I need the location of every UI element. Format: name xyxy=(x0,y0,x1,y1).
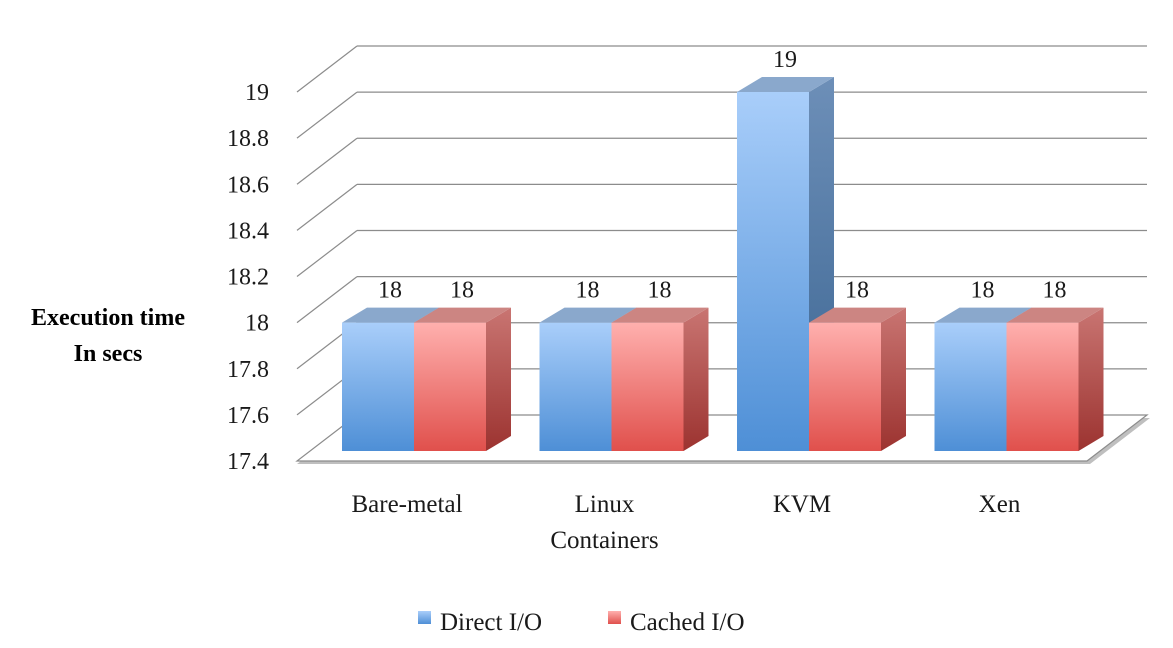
data-label: 18 xyxy=(450,278,474,304)
y-tick-label: 18 xyxy=(245,311,269,337)
bar-front xyxy=(809,322,881,451)
category-label: Bare-metal xyxy=(351,491,462,518)
bar-front xyxy=(414,322,486,451)
y-tick-label: 17.8 xyxy=(227,357,269,383)
bar-top xyxy=(414,307,511,323)
category-labels: Bare-metal Linux Containers KVM Xen xyxy=(351,491,1020,554)
data-label: 18 xyxy=(845,278,869,304)
bar-side xyxy=(1078,307,1104,451)
y-tick-label: 18.6 xyxy=(227,172,269,198)
bar xyxy=(414,307,511,451)
legend-label-cached-io: Cached I/O xyxy=(630,609,745,636)
legend-swatch-cached-io xyxy=(608,611,621,624)
category-label: Xen xyxy=(979,491,1021,518)
gridline-diagonal xyxy=(296,230,358,277)
bar-top xyxy=(934,307,1032,323)
gridline-diagonal xyxy=(296,137,358,185)
bar-top xyxy=(611,307,709,323)
bar-front xyxy=(1006,322,1079,451)
data-label: 18 xyxy=(648,278,672,304)
bar-front xyxy=(611,322,684,451)
category-label: Containers xyxy=(550,527,658,554)
data-label: 18 xyxy=(378,278,402,304)
bar-front xyxy=(934,322,1007,451)
bar xyxy=(1006,307,1104,451)
bars xyxy=(342,77,1104,451)
y-axis-label-line-2: In secs xyxy=(74,341,143,367)
y-tick-label: 17.6 xyxy=(227,403,269,429)
y-tick-label: 18.2 xyxy=(227,265,269,291)
bar-front xyxy=(342,322,414,451)
legend-label-direct-io: Direct I/O xyxy=(440,609,542,636)
bar xyxy=(809,307,906,451)
bar-front xyxy=(737,92,809,451)
category-label: KVM xyxy=(773,491,831,518)
y-tick-label: 18.4 xyxy=(227,218,269,244)
bar-top xyxy=(737,77,834,92)
bar-side xyxy=(881,307,906,451)
data-label: 19 xyxy=(773,47,797,73)
legend-item-cached-io: Cached I/O xyxy=(608,609,745,636)
y-axis-label-line-1: Execution time xyxy=(31,305,185,331)
gridline-diagonal xyxy=(296,276,358,324)
data-label: 18 xyxy=(1043,278,1067,304)
bar-top xyxy=(1006,307,1104,323)
bar xyxy=(611,307,709,451)
bar-side xyxy=(486,307,511,451)
legend-item-direct-io: Direct I/O xyxy=(418,609,542,636)
bar-top xyxy=(809,307,906,323)
legend-swatch-direct-io xyxy=(418,611,431,624)
data-label: 18 xyxy=(576,278,600,304)
bar-side xyxy=(683,307,709,451)
gridline-diagonal xyxy=(296,45,358,93)
y-tick-label: 17.4 xyxy=(227,449,269,475)
bar-top xyxy=(539,307,637,323)
gridline-diagonal xyxy=(296,183,358,231)
bar-top xyxy=(342,307,439,323)
data-labels: 18 18 18 18 19 18 18 18 xyxy=(378,47,1067,304)
gridline-diagonal xyxy=(296,91,358,139)
legend: Direct I/O Cached I/O xyxy=(418,609,745,636)
data-label: 18 xyxy=(971,278,995,304)
bar-front xyxy=(539,322,612,451)
y-axis-tick-labels: 17.4 17.6 17.8 18 18.2 18.4 18.6 18.8 19 xyxy=(227,80,269,475)
y-tick-label: 18.8 xyxy=(227,126,269,152)
category-label: Linux xyxy=(575,491,635,518)
y-tick-label: 19 xyxy=(245,80,269,106)
